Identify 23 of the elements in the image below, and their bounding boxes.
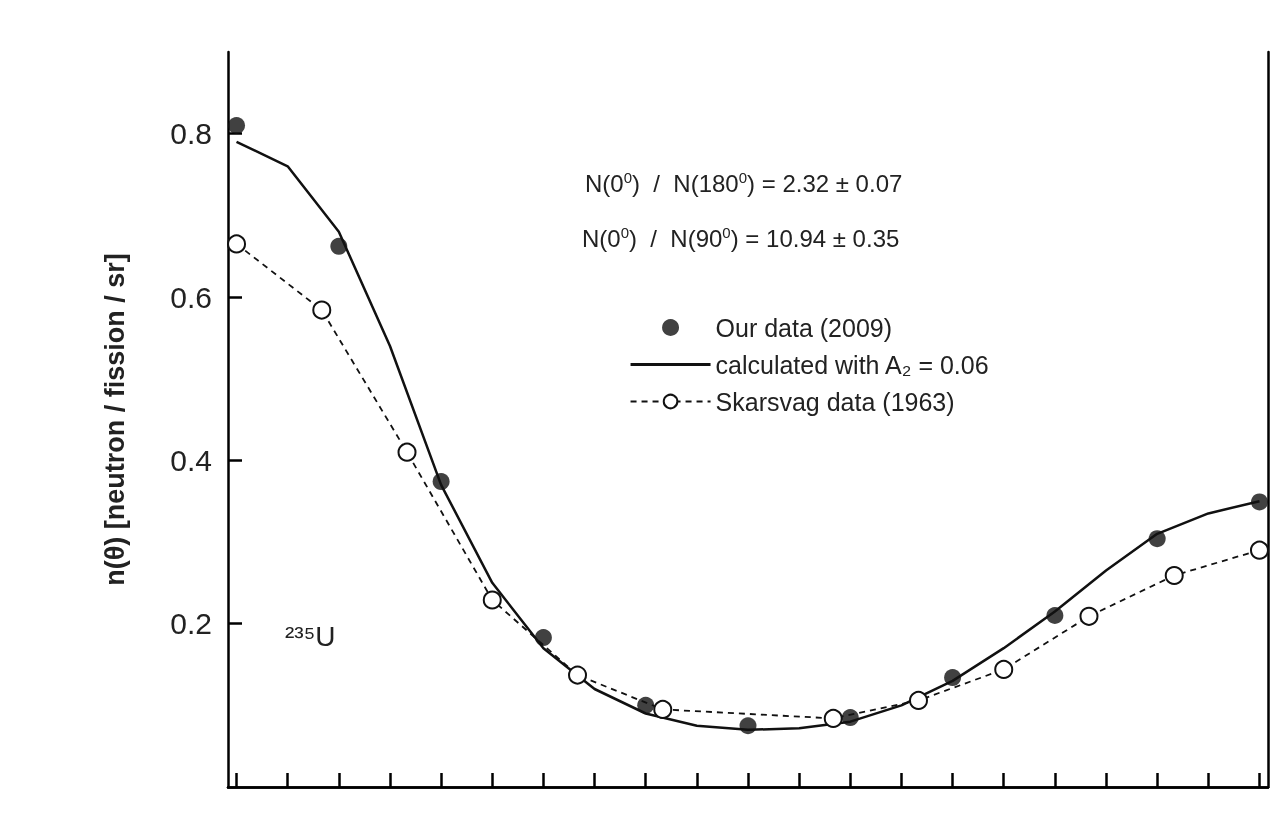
- point: [994, 659, 1014, 679]
- point: [1164, 565, 1184, 585]
- point: [227, 234, 247, 254]
- point: [1250, 493, 1268, 511]
- point: [909, 690, 928, 710]
- point: [1249, 540, 1269, 560]
- point: [228, 117, 246, 134]
- point: [397, 442, 417, 462]
- legend-label: Our data (2009): [715, 313, 893, 342]
- y-tick-label: 0.4: [170, 443, 212, 477]
- point: [568, 665, 588, 685]
- point: [823, 708, 843, 728]
- y-axis-title: n(θ) [neutron / fission / sr]: [99, 253, 130, 586]
- point: [653, 699, 673, 719]
- point: [1079, 606, 1099, 626]
- annotation: ²³⁵U: [285, 620, 336, 652]
- legend-label: calculated with A₂ = 0.06: [715, 350, 989, 379]
- legend-label: Skarsvag data (1963): [715, 387, 955, 416]
- y-tick-label: 0.6: [170, 280, 212, 314]
- y-tick-label: 0.2: [170, 607, 212, 641]
- point: [312, 300, 332, 320]
- point: [482, 590, 502, 610]
- y-tick-label: 0.8: [170, 117, 212, 151]
